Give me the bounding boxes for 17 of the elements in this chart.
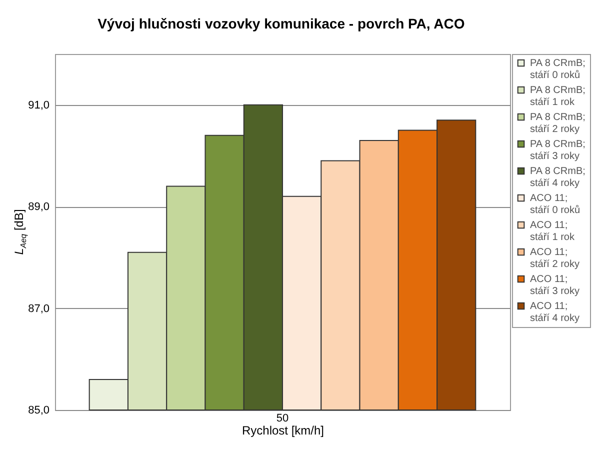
legend-label: ACO 11; stáří 0 roků <box>530 193 580 216</box>
y-tick-label: 91,0 <box>28 99 50 112</box>
legend-label: PA 8 CRmB; stáří 1 rok <box>530 85 586 108</box>
legend-label: ACO 11; stáří 4 roky <box>530 301 580 324</box>
legend-label: PA 8 CRmB; stáří 3 roky <box>530 139 586 162</box>
y-tick-label: 85,0 <box>28 404 50 416</box>
legend-label: ACO 11; stáří 1 rok <box>530 220 576 243</box>
legend-label: ACO 11; stáří 3 roky <box>530 274 580 297</box>
legend-label: ACO 11; stáří 2 roky <box>530 247 580 270</box>
x-axis-title: Rychlost [km/h] <box>242 424 324 438</box>
y-tick-label: 89,0 <box>28 201 50 214</box>
legend-label: PA 8 CRmB; stáří 4 roky <box>530 166 586 189</box>
chart-title: Vývoj hlučnosti vozovky komunikace - povrch PA, ACO <box>98 16 465 32</box>
x-tick-label: 50 <box>276 412 289 424</box>
legend-label: PA 8 CRmB; stáří 0 roků <box>530 58 586 81</box>
legend-label: PA 8 CRmB; stáří 2 roky <box>530 112 586 135</box>
y-tick-label: 87,0 <box>28 302 50 315</box>
